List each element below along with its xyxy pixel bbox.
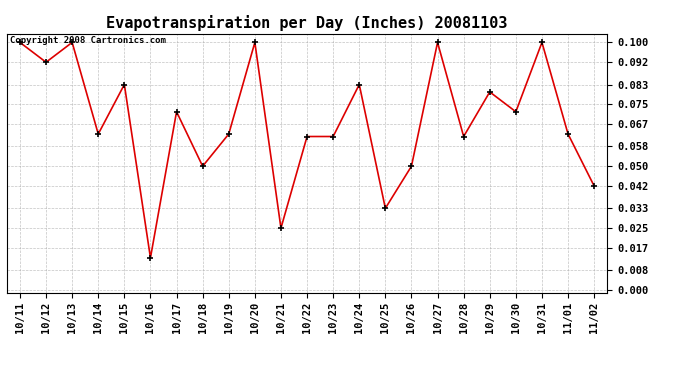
Text: Copyright 2008 Cartronics.com: Copyright 2008 Cartronics.com xyxy=(10,36,166,45)
Title: Evapotranspiration per Day (Inches) 20081103: Evapotranspiration per Day (Inches) 2008… xyxy=(106,15,508,31)
